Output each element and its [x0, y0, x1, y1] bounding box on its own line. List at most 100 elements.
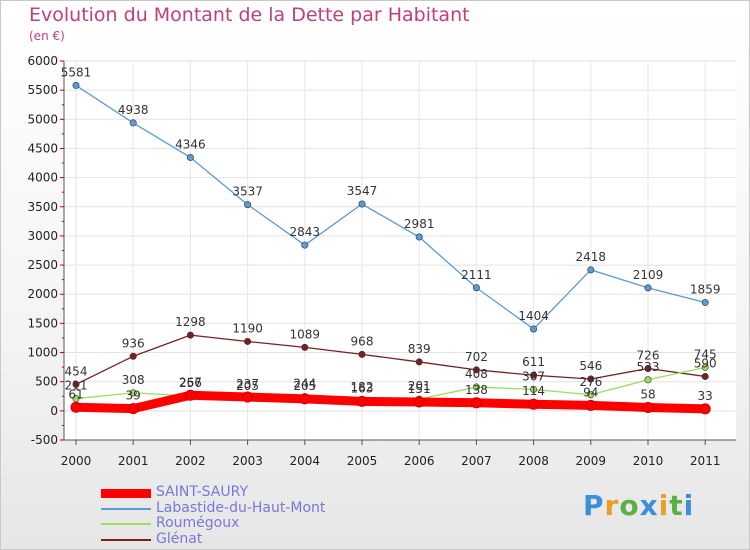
y-tick-label: 2000 — [27, 287, 58, 301]
data-label: 4346 — [175, 137, 206, 151]
data-label: 1859 — [690, 282, 721, 296]
data-point — [642, 401, 654, 413]
data-point — [72, 395, 80, 403]
data-point — [587, 375, 595, 383]
x-tick-label: 2010 — [633, 454, 664, 468]
legend-label: Labastide-du-Haut-Mont — [156, 499, 326, 516]
data-label: 237 — [236, 377, 259, 391]
y-tick-label: 1000 — [27, 346, 58, 360]
logo-letter: i — [658, 489, 670, 522]
data-point — [587, 391, 595, 399]
data-point — [244, 201, 252, 209]
legend-swatch — [101, 538, 151, 541]
chart-title: Evolution du Montant de la Dette par Hab… — [29, 4, 470, 26]
data-point — [186, 331, 194, 339]
data-point — [301, 343, 309, 351]
series-line-labastide-du-haut-mont — [75, 84, 706, 330]
data-point — [701, 298, 709, 306]
data-point — [129, 389, 137, 397]
data-point — [72, 81, 80, 89]
data-label: 408 — [465, 367, 488, 381]
data-label: 4938 — [118, 103, 149, 117]
data-label: 244 — [293, 377, 316, 391]
data-point — [585, 399, 597, 411]
data-label: 1089 — [290, 327, 321, 341]
legend-label: SAINT-SAURY — [156, 484, 248, 500]
data-point — [413, 396, 425, 408]
x-tick-label: 2006 — [404, 454, 435, 468]
y-tick-label: 1500 — [27, 316, 58, 330]
data-point — [244, 337, 252, 345]
data-label: 205 — [236, 379, 259, 393]
data-label: 114 — [522, 384, 545, 398]
data-label: 1190 — [232, 321, 263, 335]
data-label: 3547 — [347, 184, 378, 198]
legend-label: Roumégoux — [156, 515, 240, 531]
x-tick-label: 2002 — [175, 454, 206, 468]
data-label: 163 — [351, 381, 374, 395]
data-label: 211 — [65, 379, 88, 393]
legend-label: Glénat — [156, 530, 203, 547]
data-point — [184, 389, 196, 401]
x-tick-label: 2003 — [232, 454, 263, 468]
data-label: 205 — [293, 379, 316, 393]
data-label: 182 — [351, 380, 374, 394]
series-line-gl-nat — [75, 334, 706, 386]
data-label: 256 — [179, 376, 202, 390]
data-point — [530, 325, 538, 333]
data-point — [129, 352, 137, 360]
chart-subtitle: (en €) — [29, 29, 65, 43]
x-tick-label: 2005 — [347, 454, 378, 468]
data-label: 1298 — [175, 315, 206, 329]
data-point — [472, 284, 480, 292]
data-point — [701, 372, 709, 380]
data-label: 39 — [126, 389, 141, 403]
logo-letter: r — [604, 489, 620, 522]
legend-swatch — [101, 489, 151, 498]
data-label: 533 — [637, 360, 660, 374]
data-label: 454 — [65, 364, 88, 378]
data-label: 611 — [522, 355, 545, 369]
data-label: 308 — [122, 373, 145, 387]
y-tick-label: 3500 — [27, 200, 58, 214]
data-point — [644, 376, 652, 384]
data-label: 936 — [122, 336, 145, 350]
x-tick-label: 2008 — [518, 454, 549, 468]
data-point — [70, 401, 82, 413]
data-point — [701, 363, 709, 371]
x-tick-label: 2011 — [690, 454, 721, 468]
legend-swatch — [101, 507, 151, 510]
data-point — [644, 365, 652, 373]
data-point — [587, 266, 595, 274]
data-point — [644, 284, 652, 292]
data-label: 267 — [179, 375, 202, 389]
data-label: 2109 — [633, 268, 664, 282]
y-tick-label: 500 — [35, 375, 58, 389]
data-label: 2418 — [576, 250, 607, 264]
data-point — [356, 395, 368, 407]
data-label: 33 — [698, 389, 713, 403]
data-label: 61 — [68, 387, 83, 401]
x-tick-label: 2000 — [61, 454, 92, 468]
data-label: 2843 — [290, 225, 321, 239]
y-tick-label: 5000 — [27, 112, 58, 126]
data-point — [530, 385, 538, 393]
data-label: 839 — [408, 342, 431, 356]
data-label: 367 — [522, 369, 545, 383]
data-point — [127, 403, 139, 415]
data-label: 968 — [351, 334, 374, 348]
y-tick-label: 2500 — [27, 258, 58, 272]
proxiti-logo: Proxiti — [583, 489, 694, 522]
logo-letter: o — [619, 489, 640, 522]
data-point — [186, 153, 194, 161]
data-label: 546 — [579, 359, 602, 373]
data-point — [242, 391, 254, 403]
data-label: 2981 — [404, 217, 435, 231]
data-label: 726 — [637, 349, 660, 363]
x-tick-label: 2007 — [461, 454, 492, 468]
data-label: 5581 — [61, 65, 92, 79]
data-point — [415, 358, 423, 366]
legend-swatch — [101, 523, 151, 525]
y-tick-label: -500 — [31, 433, 58, 447]
